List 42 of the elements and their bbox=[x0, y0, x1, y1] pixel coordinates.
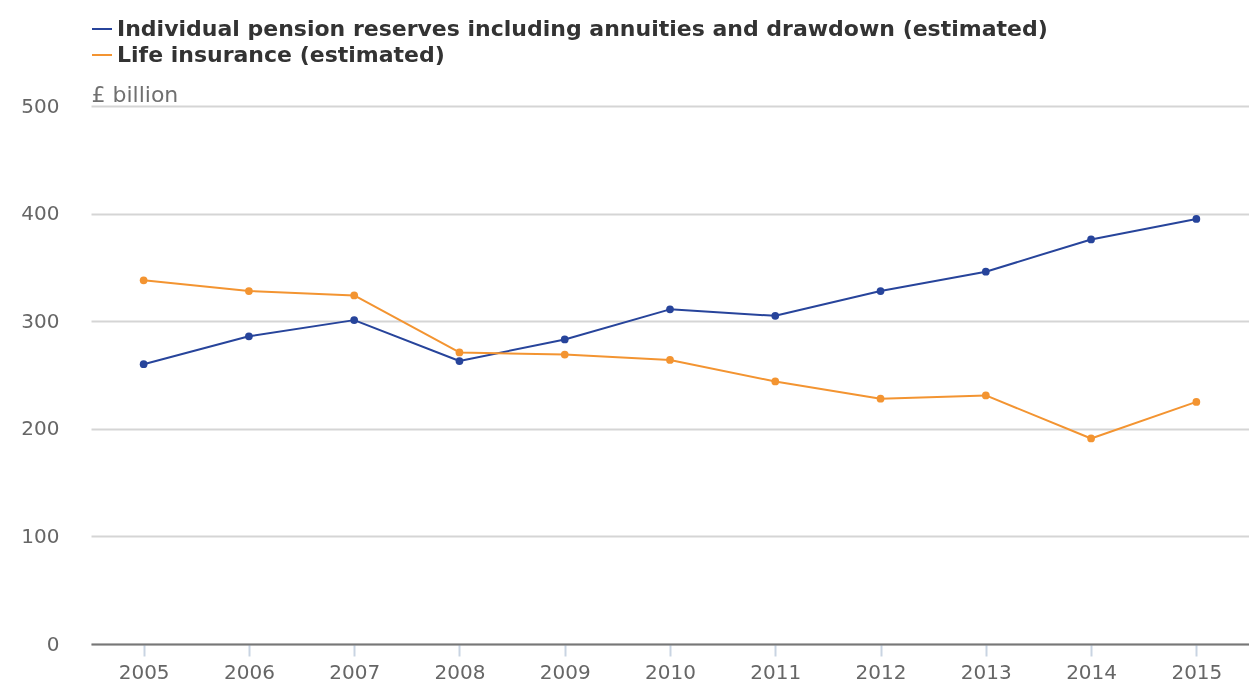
y-tick-label: 0 bbox=[46, 631, 60, 656]
x-tick-label: 2015 bbox=[1171, 659, 1223, 684]
x-tick-label: 2011 bbox=[750, 659, 802, 684]
x-tick-label: 2010 bbox=[645, 659, 696, 684]
y-tick-label: 500 bbox=[21, 93, 60, 118]
point bbox=[1087, 434, 1095, 443]
point bbox=[245, 332, 253, 341]
y-axis-title: £ billion bbox=[91, 81, 179, 107]
point bbox=[1192, 398, 1201, 406]
point bbox=[560, 335, 569, 344]
point bbox=[1087, 235, 1095, 244]
point bbox=[666, 305, 674, 314]
point bbox=[876, 287, 885, 295]
point bbox=[455, 348, 464, 357]
legend-label: Individual pension reserves including annuities and drawdown (estimated) bbox=[117, 16, 1048, 41]
point bbox=[981, 391, 990, 400]
point bbox=[350, 291, 359, 300]
x-tick-label: 2007 bbox=[329, 659, 381, 684]
point bbox=[876, 394, 885, 403]
y-tick-label: 400 bbox=[21, 201, 60, 226]
point bbox=[560, 350, 569, 359]
y-tick-label: 200 bbox=[21, 416, 60, 441]
x-tick-label: 2014 bbox=[1066, 659, 1118, 684]
x-tick-label: 2005 bbox=[118, 659, 170, 684]
x-tick-label: 2008 bbox=[434, 659, 486, 684]
point bbox=[981, 267, 990, 276]
x-tick-label: 2013 bbox=[960, 659, 1012, 684]
point bbox=[350, 316, 359, 324]
point bbox=[455, 357, 464, 365]
x-tick-label: 2009 bbox=[539, 659, 591, 684]
legend-label: Life insurance (estimated) bbox=[117, 42, 445, 67]
point bbox=[771, 377, 780, 386]
point bbox=[1192, 215, 1201, 223]
point bbox=[245, 287, 253, 295]
point bbox=[666, 356, 674, 364]
y-tick-label: 100 bbox=[21, 523, 60, 548]
point bbox=[139, 360, 148, 369]
y-tick-label: 300 bbox=[21, 308, 60, 333]
x-tick-label: 2012 bbox=[855, 659, 907, 684]
point bbox=[139, 276, 148, 285]
x-tick-label: 2006 bbox=[223, 659, 275, 684]
point bbox=[771, 311, 780, 320]
